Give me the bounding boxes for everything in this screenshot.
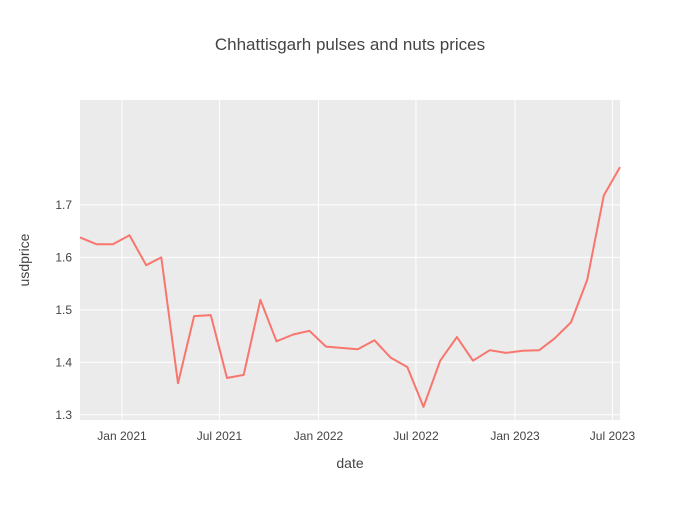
x-tick-label: Jul 2021	[197, 429, 243, 443]
x-tick-label: Jan 2023	[490, 429, 540, 443]
x-tick-labels: Jan 2021 Jul 2021 Jan 2022 Jul 2022 Jan 2023…	[97, 429, 635, 443]
y-tick-labels: 1.3 1.4 1.5 1.6 1.7	[55, 198, 72, 422]
x-axis-label: date	[336, 455, 363, 471]
chart-title: Chhattisgarh pulses and nuts prices	[215, 35, 485, 54]
y-tick-label: 1.6	[55, 250, 72, 264]
y-tick-label: 1.4	[55, 355, 72, 369]
y-axis-label: usdprice	[16, 233, 32, 286]
x-tick-label: Jan 2022	[294, 429, 344, 443]
y-tick-label: 1.5	[55, 303, 72, 317]
y-tick-label: 1.7	[55, 198, 72, 212]
x-tick-label: Jul 2022	[393, 429, 439, 443]
x-tick-label: Jan 2021	[97, 429, 147, 443]
x-tick-label: Jul 2023	[590, 429, 636, 443]
y-tick-label: 1.3	[55, 408, 72, 422]
